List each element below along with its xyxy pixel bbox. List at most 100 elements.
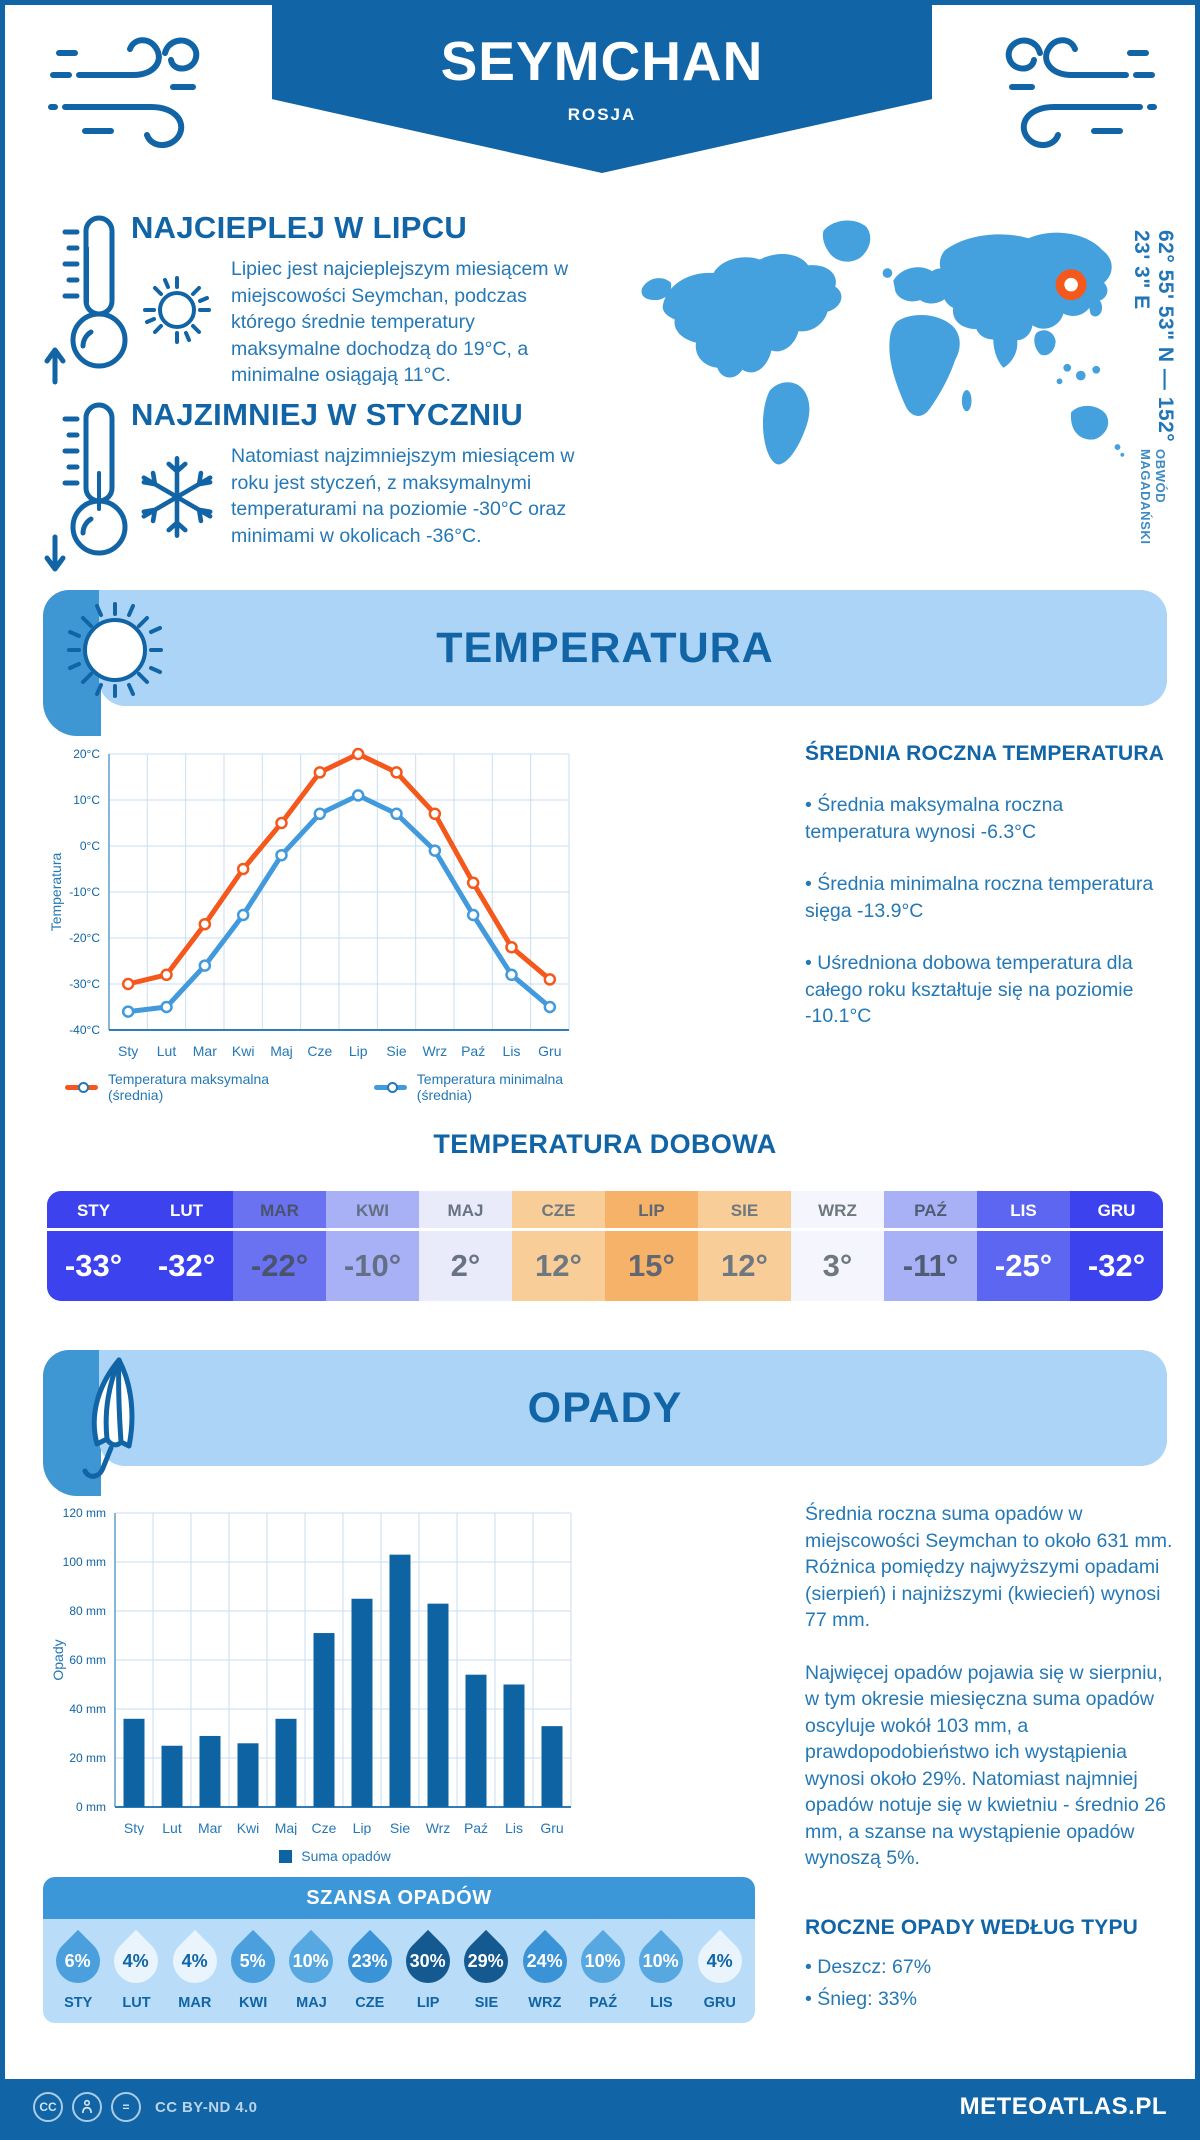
chance-value: 10% [585,1950,622,1971]
chance-column-PAŹ: 10% PAŹ [571,1929,635,2011]
svg-text:Lis: Lis [505,1820,523,1835]
legend-label-max: Temperatura maksymalna (średnia) [107,1071,270,1103]
precipitation-type-heading: ROCZNE OPADY WEDŁUG TYPU [805,1915,1139,1939]
daily-temperature-table: STY -33° LUT -32° MAR -22° KWI -10° MAJ 2° CZE 12° L… [47,1191,1163,1301]
precip-bar-Paź [465,1674,487,1807]
chance-value: 5% [240,1950,267,1971]
daily-temp-value: -10° [343,1248,402,1283]
svg-text:Cze: Cze [312,1820,337,1835]
svg-text:Kwi: Kwi [237,1820,260,1835]
svg-text:20 mm: 20 mm [69,1751,106,1765]
annual-bullet: • Średnia minimalna roczna temperatura s… [805,873,1154,922]
precipitation-banner: OPADY [43,1350,1167,1496]
raindrop-icon: 5% [222,1929,285,1993]
highlight-coldest: NAJZIMNIEJ W STYCZNIU Natomiast naj [43,397,588,582]
highlight-warmest: NAJCIEPLEJ W LIPCU Lipiec jest najc [43,210,588,395]
daily-temp-value: 15° [628,1248,675,1283]
legend-swatch-min [373,1081,407,1093]
annual-heading: ŚREDNIA ROCZNA TEMPERATURA [805,742,1165,765]
daily-temp-value: -25° [994,1248,1053,1283]
svg-text:Sie: Sie [386,1043,406,1059]
banner-accent [43,1350,101,1496]
section-title: OPADY [527,1384,683,1432]
chance-month-label: MAJ [296,1995,327,2011]
region-text: OBWÓD MAGADAŃSKI [1138,448,1168,545]
location-marker [1055,269,1087,301]
raindrop-icon: 23% [338,1929,401,1993]
precip-bar-Cze [313,1633,335,1807]
raindrop-icon: 4% [105,1929,168,1993]
highlight-title: NAJZIMNIEJ W STYCZNIU [131,397,524,432]
precipitation-paragraph: Średnia roczna suma opadów w miejscowośc… [805,1503,1173,1632]
temp-max-line [125,751,553,987]
legend-item-sum: Suma opadów [279,1848,391,1864]
daily-month-label: LIP [605,1191,698,1231]
daily-temperature-heading: TEMPERATURA DOBOWA [433,1129,777,1159]
legend-item-max: .lg-line::after{border-color:inherit;} T… [65,1071,310,1103]
footer: CC = CC BY-ND 4.0 METEOATLAS.PL [5,2079,1195,2135]
chance-column-STY: 6% STY [47,1929,110,2011]
raindrop-icon: 6% [47,1929,110,1993]
raindrop-icon: 4% [688,1929,751,1993]
svg-text:Lut: Lut [157,1043,177,1059]
cc-attribution-icon [72,2092,102,2122]
chance-value: 29% [468,1950,505,1971]
daily-temp-value: 2° [450,1248,481,1283]
chance-value: 30% [410,1950,447,1971]
precip-bar-Maj [275,1718,297,1807]
svg-text:100 mm: 100 mm [63,1555,106,1569]
daily-temp-value: 12° [721,1248,768,1283]
temp-min-line [125,792,553,1015]
page-subtitle: ROSJA [567,105,637,124]
chance-column-MAJ: 10% MAJ [280,1929,343,2011]
annual-bullet: • Uśredniona dobowa temperatura dla całe… [805,952,1134,1028]
annual-temperature-summary: ŚREDNIA ROCZNA TEMPERATURA • Średnia mak… [805,742,1173,1056]
precip-bar-Lut [161,1745,183,1807]
thermometer-down-icon [43,397,131,582]
raindrop-icon: 10% [280,1929,343,1993]
precip-bar-Kwi [237,1743,259,1807]
precipitation-legend: Suma opadów [65,1848,605,1864]
banner-body [99,590,1167,706]
daily-cell-SIE: SIE 12° [698,1191,791,1301]
svg-text:-40°C: -40°C [69,1023,100,1037]
section-title: TEMPERATURA [436,624,774,672]
daily-cell-LIS: LIS -25° [977,1191,1070,1301]
svg-text:40 mm: 40 mm [69,1702,106,1716]
daily-month-label: CZE [512,1191,605,1231]
precipitation-bar-chart: 0 mm 20 mm 40 mm 60 mm 80 mm 100 mm 120 mm Sty L… [50,1506,572,1835]
legend-item-min: Temperatura minimalna (średnia) [373,1071,605,1103]
svg-text:Kwi: Kwi [232,1043,255,1059]
svg-text:0°C: 0°C [80,839,100,853]
daily-temp-value: -32° [1087,1248,1146,1283]
svg-text:Sty: Sty [124,1820,144,1835]
raindrop-icon: 10% [630,1929,693,1993]
chance-month-label: KWI [239,1995,268,2011]
svg-text:Mar: Mar [193,1043,217,1059]
svg-text:Wrz: Wrz [426,1820,451,1835]
precipitation-chance-panel: SZANSA OPADÓW 6% STY 4% LUT 4% MAR 5% KWI 10% MAJ… [43,1877,755,2023]
daily-cell-LUT: LUT -32° [140,1191,233,1301]
svg-text:10°C: 10°C [73,793,100,807]
chance-column-LIS: 10% LIS [630,1929,693,2011]
chance-month-label: STY [64,1995,93,2011]
chance-column-CZE: 23% CZE [338,1929,401,2011]
chance-month-label: SIE [474,1995,499,2011]
svg-text:Gru: Gru [538,1043,561,1059]
svg-text:Lip: Lip [349,1043,368,1059]
precip-bar-Mar [199,1735,221,1807]
thermometer-up-icon [43,210,131,395]
daily-temp-value: 3° [822,1248,853,1283]
chance-column-SIE: 29% SIE [455,1929,518,2011]
precip-bar-Sie [389,1554,411,1807]
daily-month-label: STY [47,1191,140,1231]
daily-month-label: MAJ [419,1191,512,1231]
svg-text:Paź: Paź [461,1043,485,1059]
chance-column-WRZ: 24% WRZ [513,1929,576,2011]
annual-bullet: • Średnia maksymalna roczna temperatura … [805,794,1064,843]
chance-month-label: LIS [650,1995,673,2011]
cc-nd-icon: = [111,2092,141,2122]
svg-text:-10°C: -10°C [69,885,100,899]
daily-cell-GRU: GRU -32° [1070,1191,1163,1301]
chance-column-LUT: 4% LUT [105,1929,168,2011]
